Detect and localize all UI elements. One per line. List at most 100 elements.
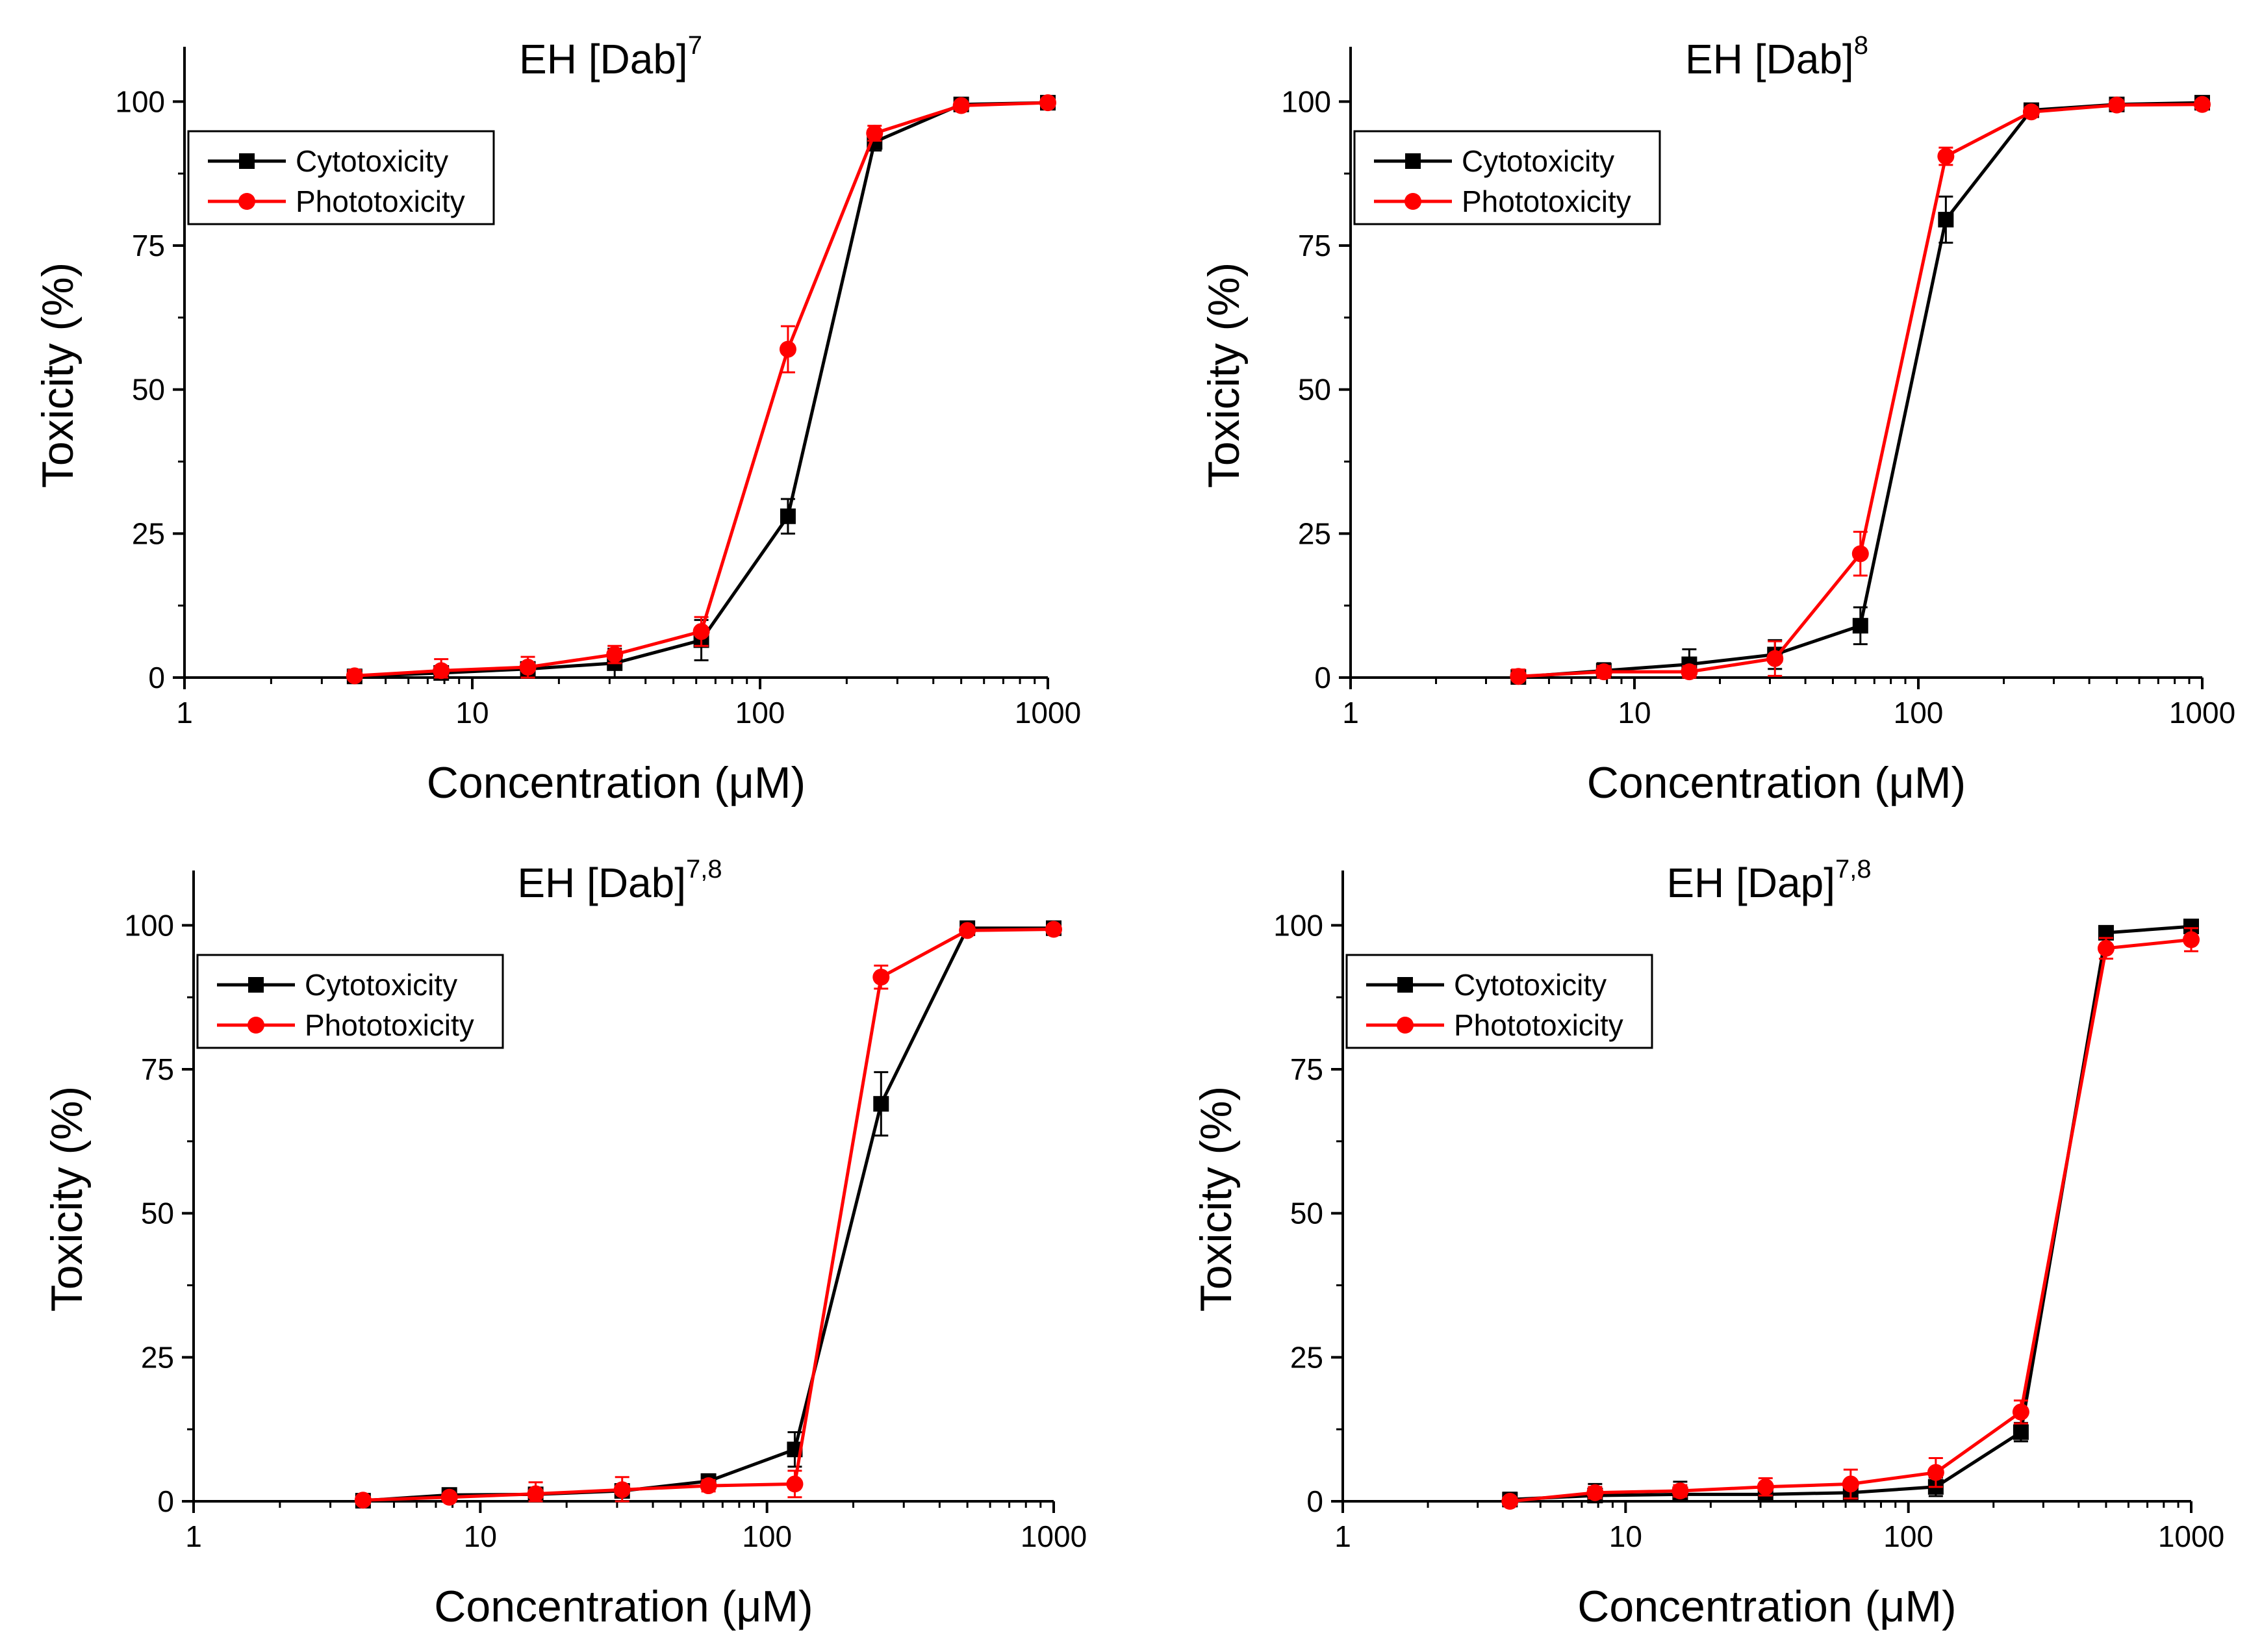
data-point-circle — [1586, 1484, 1604, 1501]
chart-title-main: EH [Dab] — [517, 859, 686, 906]
data-point-circle — [1681, 663, 1698, 681]
data-point-circle — [606, 646, 624, 663]
data-point-circle — [786, 1475, 804, 1493]
x-tick-label: 1000 — [1015, 696, 1081, 730]
legend-label-cytotoxicity: Cytotoxicity — [305, 968, 457, 1002]
legend-marker-circle — [1397, 1017, 1414, 1034]
x-tick-label: 1 — [1342, 696, 1359, 730]
data-point-square — [1938, 212, 1954, 228]
x-tick-label: 1000 — [2158, 1519, 2224, 1553]
data-point-square — [873, 1096, 889, 1112]
y-axis-label: Toxicity (%) — [33, 262, 83, 489]
chart-title-main: EH [Dab] — [519, 36, 688, 83]
y-tick-label: 25 — [141, 1340, 174, 1374]
y-tick-label: 0 — [1314, 661, 1331, 694]
data-point-circle — [1039, 94, 1056, 112]
y-tick-label: 100 — [124, 908, 174, 942]
data-point-circle — [1842, 1475, 1859, 1493]
y-tick-label: 75 — [132, 229, 165, 262]
x-tick-label: 1 — [176, 696, 193, 730]
data-point-circle — [2183, 931, 2200, 948]
y-tick-label: 75 — [141, 1052, 174, 1086]
legend-label-phototoxicity: Phototoxicity — [296, 184, 465, 218]
x-tick-label: 10 — [455, 696, 489, 730]
data-point-circle — [613, 1481, 631, 1499]
chart-panel-1: 0 25 50 75 100 1 10 100 1000 Concentration (μM) To… — [33, 31, 1081, 807]
legend-label-cytotoxicity: Cytotoxicity — [1462, 144, 1614, 178]
x-axis-label: Concentration (μM) — [427, 758, 806, 807]
y-tick-label: 0 — [148, 661, 165, 694]
data-point-circle — [959, 922, 976, 939]
legend: Cytotoxicity Phototoxicity — [1353, 130, 1661, 225]
data-point-circle — [700, 1477, 717, 1495]
series-phototoxicity — [346, 94, 1056, 685]
data-point-circle — [527, 1485, 544, 1503]
data-point-circle — [440, 1488, 458, 1506]
y-tick-label: 50 — [1290, 1197, 1323, 1230]
data-point-circle — [693, 623, 710, 641]
y-tick-label: 25 — [1298, 516, 1331, 550]
data-point-circle — [1937, 147, 1955, 165]
chart-title-main: EH [Dab] — [1685, 36, 1854, 83]
chart-title: EH [Dap]7,8 — [1666, 855, 1871, 906]
chart-title-main: EH [Dap] — [1666, 859, 1835, 906]
y-tick-label: 50 — [132, 373, 165, 407]
y-axis-label: Toxicity (%) — [1199, 262, 1249, 489]
x-axis-label: Concentration (μM) — [1577, 1582, 1956, 1631]
y-tick-label: 50 — [141, 1197, 174, 1230]
legend-marker-square — [1405, 153, 1421, 169]
y-tick-label: 25 — [1290, 1340, 1323, 1374]
x-tick-label: 100 — [735, 696, 785, 730]
chart-title: EH [Dab]7 — [519, 31, 702, 83]
data-point-circle — [2022, 103, 2040, 121]
data-point-circle — [1045, 921, 1062, 938]
data-point-circle — [2012, 1403, 2029, 1421]
data-point-circle — [1851, 545, 1869, 563]
legend-marker-circle — [248, 1017, 264, 1034]
legend-marker-square — [248, 977, 264, 993]
chart-title: EH [Dab]7,8 — [517, 855, 722, 906]
legend: Cytotoxicity Phototoxicity — [1345, 954, 1653, 1049]
legend-label-phototoxicity: Phototoxicity — [1462, 184, 1631, 218]
x-axis-label: Concentration (μM) — [1587, 758, 1966, 807]
chart-title-superscript: 7 — [688, 31, 702, 60]
data-point-circle — [866, 125, 883, 142]
x-tick-label: 1 — [1334, 1519, 1351, 1553]
data-point-circle — [519, 659, 537, 676]
data-point-circle — [1766, 650, 1784, 667]
chart-title-superscript: 8 — [1854, 31, 1868, 60]
series-phototoxicity — [1501, 927, 2200, 1510]
legend-marker-square — [1397, 977, 1413, 993]
legend-marker-circle — [1404, 193, 1421, 210]
chart-panel-3: 0 25 50 75 100 1 10 100 1000 Concentration (μM) To… — [42, 855, 1087, 1631]
data-point-circle — [779, 340, 796, 358]
x-tick-label: 100 — [1883, 1519, 1933, 1553]
data-point-circle — [2108, 96, 2126, 114]
data-point-circle — [1595, 663, 1612, 681]
data-point-circle — [346, 667, 363, 685]
legend-marker-square — [239, 153, 255, 169]
data-point-circle — [2097, 939, 2115, 957]
data-point-circle — [1671, 1482, 1689, 1500]
y-tick-label: 100 — [115, 84, 165, 118]
legend-box — [196, 954, 504, 1049]
x-tick-label: 10 — [464, 1519, 497, 1553]
x-tick-label: 10 — [1609, 1519, 1642, 1553]
series-phototoxicity — [1510, 95, 2211, 685]
x-tick-label: 100 — [1894, 696, 1944, 730]
x-tick-label: 1000 — [1021, 1519, 1087, 1553]
x-tick-label: 1 — [185, 1519, 202, 1553]
y-tick-label: 75 — [1290, 1052, 1323, 1086]
data-point-circle — [433, 662, 450, 680]
y-tick-label: 75 — [1298, 229, 1331, 262]
legend-label-cytotoxicity: Cytotoxicity — [1454, 968, 1607, 1002]
legend-label-phototoxicity: Phototoxicity — [305, 1008, 474, 1042]
y-tick-label: 25 — [132, 516, 165, 550]
chart-title-superscript: 7,8 — [686, 855, 722, 883]
data-point-circle — [1501, 1493, 1519, 1510]
chart-title: EH [Dab]8 — [1685, 31, 1868, 83]
data-point-circle — [1927, 1464, 1944, 1481]
y-tick-label: 100 — [1273, 908, 1323, 942]
legend-box — [1345, 954, 1653, 1049]
